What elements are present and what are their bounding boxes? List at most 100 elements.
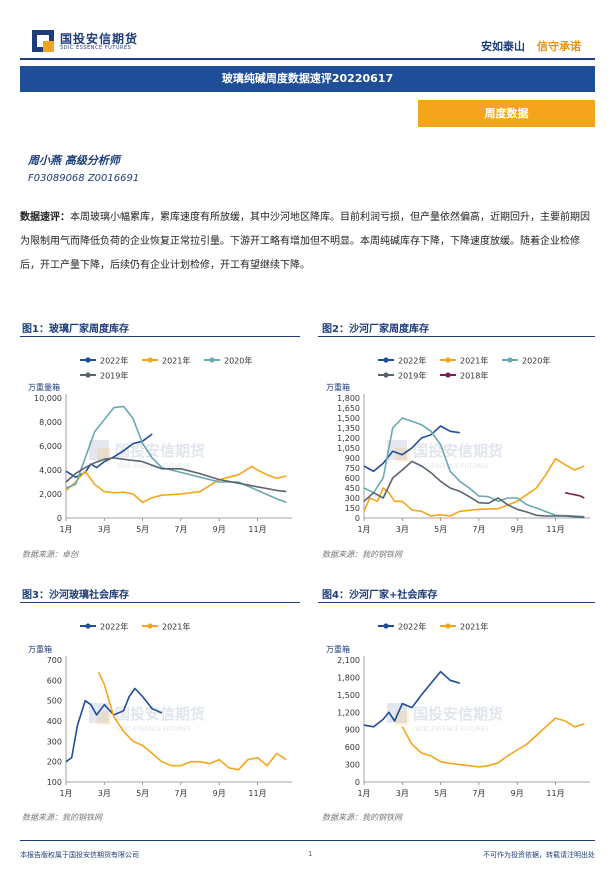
figure-1-rule — [20, 336, 300, 338]
x-tick-label: 3月 — [396, 525, 409, 534]
watermark-logo-accent — [97, 711, 111, 725]
legend-marker — [383, 372, 389, 378]
y-tick-label: 1,800 — [337, 673, 360, 682]
data-commentary: 数据速评：本周玻璃小幅累库，累库速度有所放缓，其中沙河地区降库。目前利润亏损，但… — [20, 206, 595, 278]
figure-4-title: 图4：沙河厂家+社会库存 — [322, 590, 438, 601]
x-tick-label: 11月 — [546, 789, 564, 798]
footer-divider — [20, 840, 595, 841]
watermark-text: 国投安信期货 — [413, 442, 503, 460]
legend-marker — [383, 623, 389, 629]
legend-label: 2022年 — [100, 622, 128, 632]
y-tick-label: 1,500 — [337, 414, 360, 423]
x-tick-label: 7月 — [472, 789, 485, 798]
x-tick-label: 3月 — [98, 525, 111, 534]
legend-label: 2021年 — [460, 622, 488, 632]
figure-1-title: 图1：玻璃厂家周度库存 — [22, 324, 129, 335]
legend-marker — [445, 372, 451, 378]
series-line — [97, 671, 287, 771]
x-tick-label: 9月 — [511, 789, 524, 798]
watermark-text-en: SDIC ESSENCE FUTURES — [415, 463, 489, 470]
footer-disclaimer: 不可作为投资依据，转载请注明出处 — [483, 851, 595, 859]
company-logo-icon — [32, 30, 54, 52]
y-axis-label: 万重量箱 — [28, 382, 60, 392]
commentary-text: 本周玻璃小幅累库，累库速度有所放缓，其中沙河地区降库。目前利润亏损，但产量依然偏… — [20, 212, 590, 271]
figure-1-source: 数据来源：卓创 — [22, 550, 78, 559]
y-tick-label: 100 — [47, 778, 62, 787]
x-tick-label: 5月 — [136, 525, 149, 534]
y-tick-label: 1,200 — [337, 434, 360, 443]
x-tick-label: 5月 — [434, 525, 447, 534]
y-tick-label: 1,050 — [337, 444, 360, 453]
legend-label: 2020年 — [224, 356, 252, 366]
commentary-label: 数据速评： — [20, 212, 70, 223]
y-tick-label: 300 — [47, 737, 62, 746]
figure-4-rule — [318, 602, 595, 604]
x-tick-label: 11月 — [248, 789, 266, 798]
y-tick-label: 700 — [47, 656, 62, 665]
legend-marker — [85, 372, 91, 378]
x-tick-label: 9月 — [511, 525, 524, 534]
legend-label: 2021年 — [460, 356, 488, 366]
legend-marker — [147, 623, 153, 629]
series-line — [363, 417, 585, 518]
y-tick-label: 600 — [47, 676, 62, 685]
x-tick-label: 11月 — [546, 525, 564, 534]
legend-marker — [507, 357, 513, 363]
y-tick-label: 0 — [355, 514, 360, 523]
x-tick-label: 9月 — [213, 525, 226, 534]
x-tick-label: 9月 — [213, 789, 226, 798]
y-tick-label: 400 — [47, 717, 62, 726]
slogan-part-a: 安如泰山 — [481, 40, 525, 53]
figure-2-rule — [318, 336, 595, 338]
footer-copyright: 本报告版权属于国投安信期货有限公司 — [20, 851, 139, 859]
y-tick-label: 10,000 — [34, 394, 62, 403]
figure-3-source: 数据来源：我的钢铁网 — [22, 813, 102, 822]
series-line — [65, 457, 287, 493]
x-tick-label: 1月 — [59, 525, 72, 534]
series-line — [65, 687, 163, 763]
legend-label: 2022年 — [100, 356, 128, 366]
legend-label: 2019年 — [398, 371, 426, 381]
legend-label: 2021年 — [162, 622, 190, 632]
legend-label: 2020年 — [522, 356, 550, 366]
y-axis-label: 万重箱 — [326, 644, 350, 654]
y-tick-label: 450 — [345, 484, 360, 493]
legend-label: 2019年 — [100, 371, 128, 381]
y-tick-label: 8,000 — [39, 418, 62, 427]
legend-marker — [209, 357, 215, 363]
slogan-part-b: 信守承诺 — [537, 40, 581, 53]
legend-label: 2022年 — [398, 356, 426, 366]
y-axis-label: 万重箱 — [28, 644, 52, 654]
watermark-logo — [89, 440, 109, 460]
y-tick-label: 300 — [345, 761, 360, 770]
y-tick-label: 2,000 — [39, 490, 62, 499]
y-tick-label: 600 — [345, 474, 360, 483]
x-tick-label: 1月 — [357, 525, 370, 534]
report-type-badge: 周度数据 — [418, 100, 595, 127]
watermark-text: 国投安信期货 — [413, 705, 503, 723]
x-tick-label: 1月 — [59, 789, 72, 798]
y-axis-label: 万重箱 — [326, 382, 350, 392]
x-tick-label: 1月 — [357, 789, 370, 798]
y-tick-label: 1,200 — [337, 708, 360, 717]
x-tick-label: 3月 — [396, 789, 409, 798]
legend-marker — [85, 357, 91, 363]
company-name: 国投安信期货 — [60, 32, 139, 46]
watermark-text: 国投安信期货 — [115, 442, 205, 460]
legend-label: 2022年 — [398, 622, 426, 632]
series-line — [65, 465, 287, 504]
report-title: 玻璃纯碱周度数据速评20220617 — [20, 66, 595, 92]
y-tick-label: 1,650 — [337, 404, 360, 413]
x-tick-label: 11月 — [248, 525, 266, 534]
legend-marker — [147, 357, 153, 363]
x-tick-label: 3月 — [98, 789, 111, 798]
y-tick-label: 1,350 — [337, 424, 360, 433]
header-divider — [20, 58, 595, 60]
series-line — [564, 491, 585, 499]
y-tick-label: 900 — [345, 726, 360, 735]
y-tick-label: 150 — [345, 504, 360, 513]
